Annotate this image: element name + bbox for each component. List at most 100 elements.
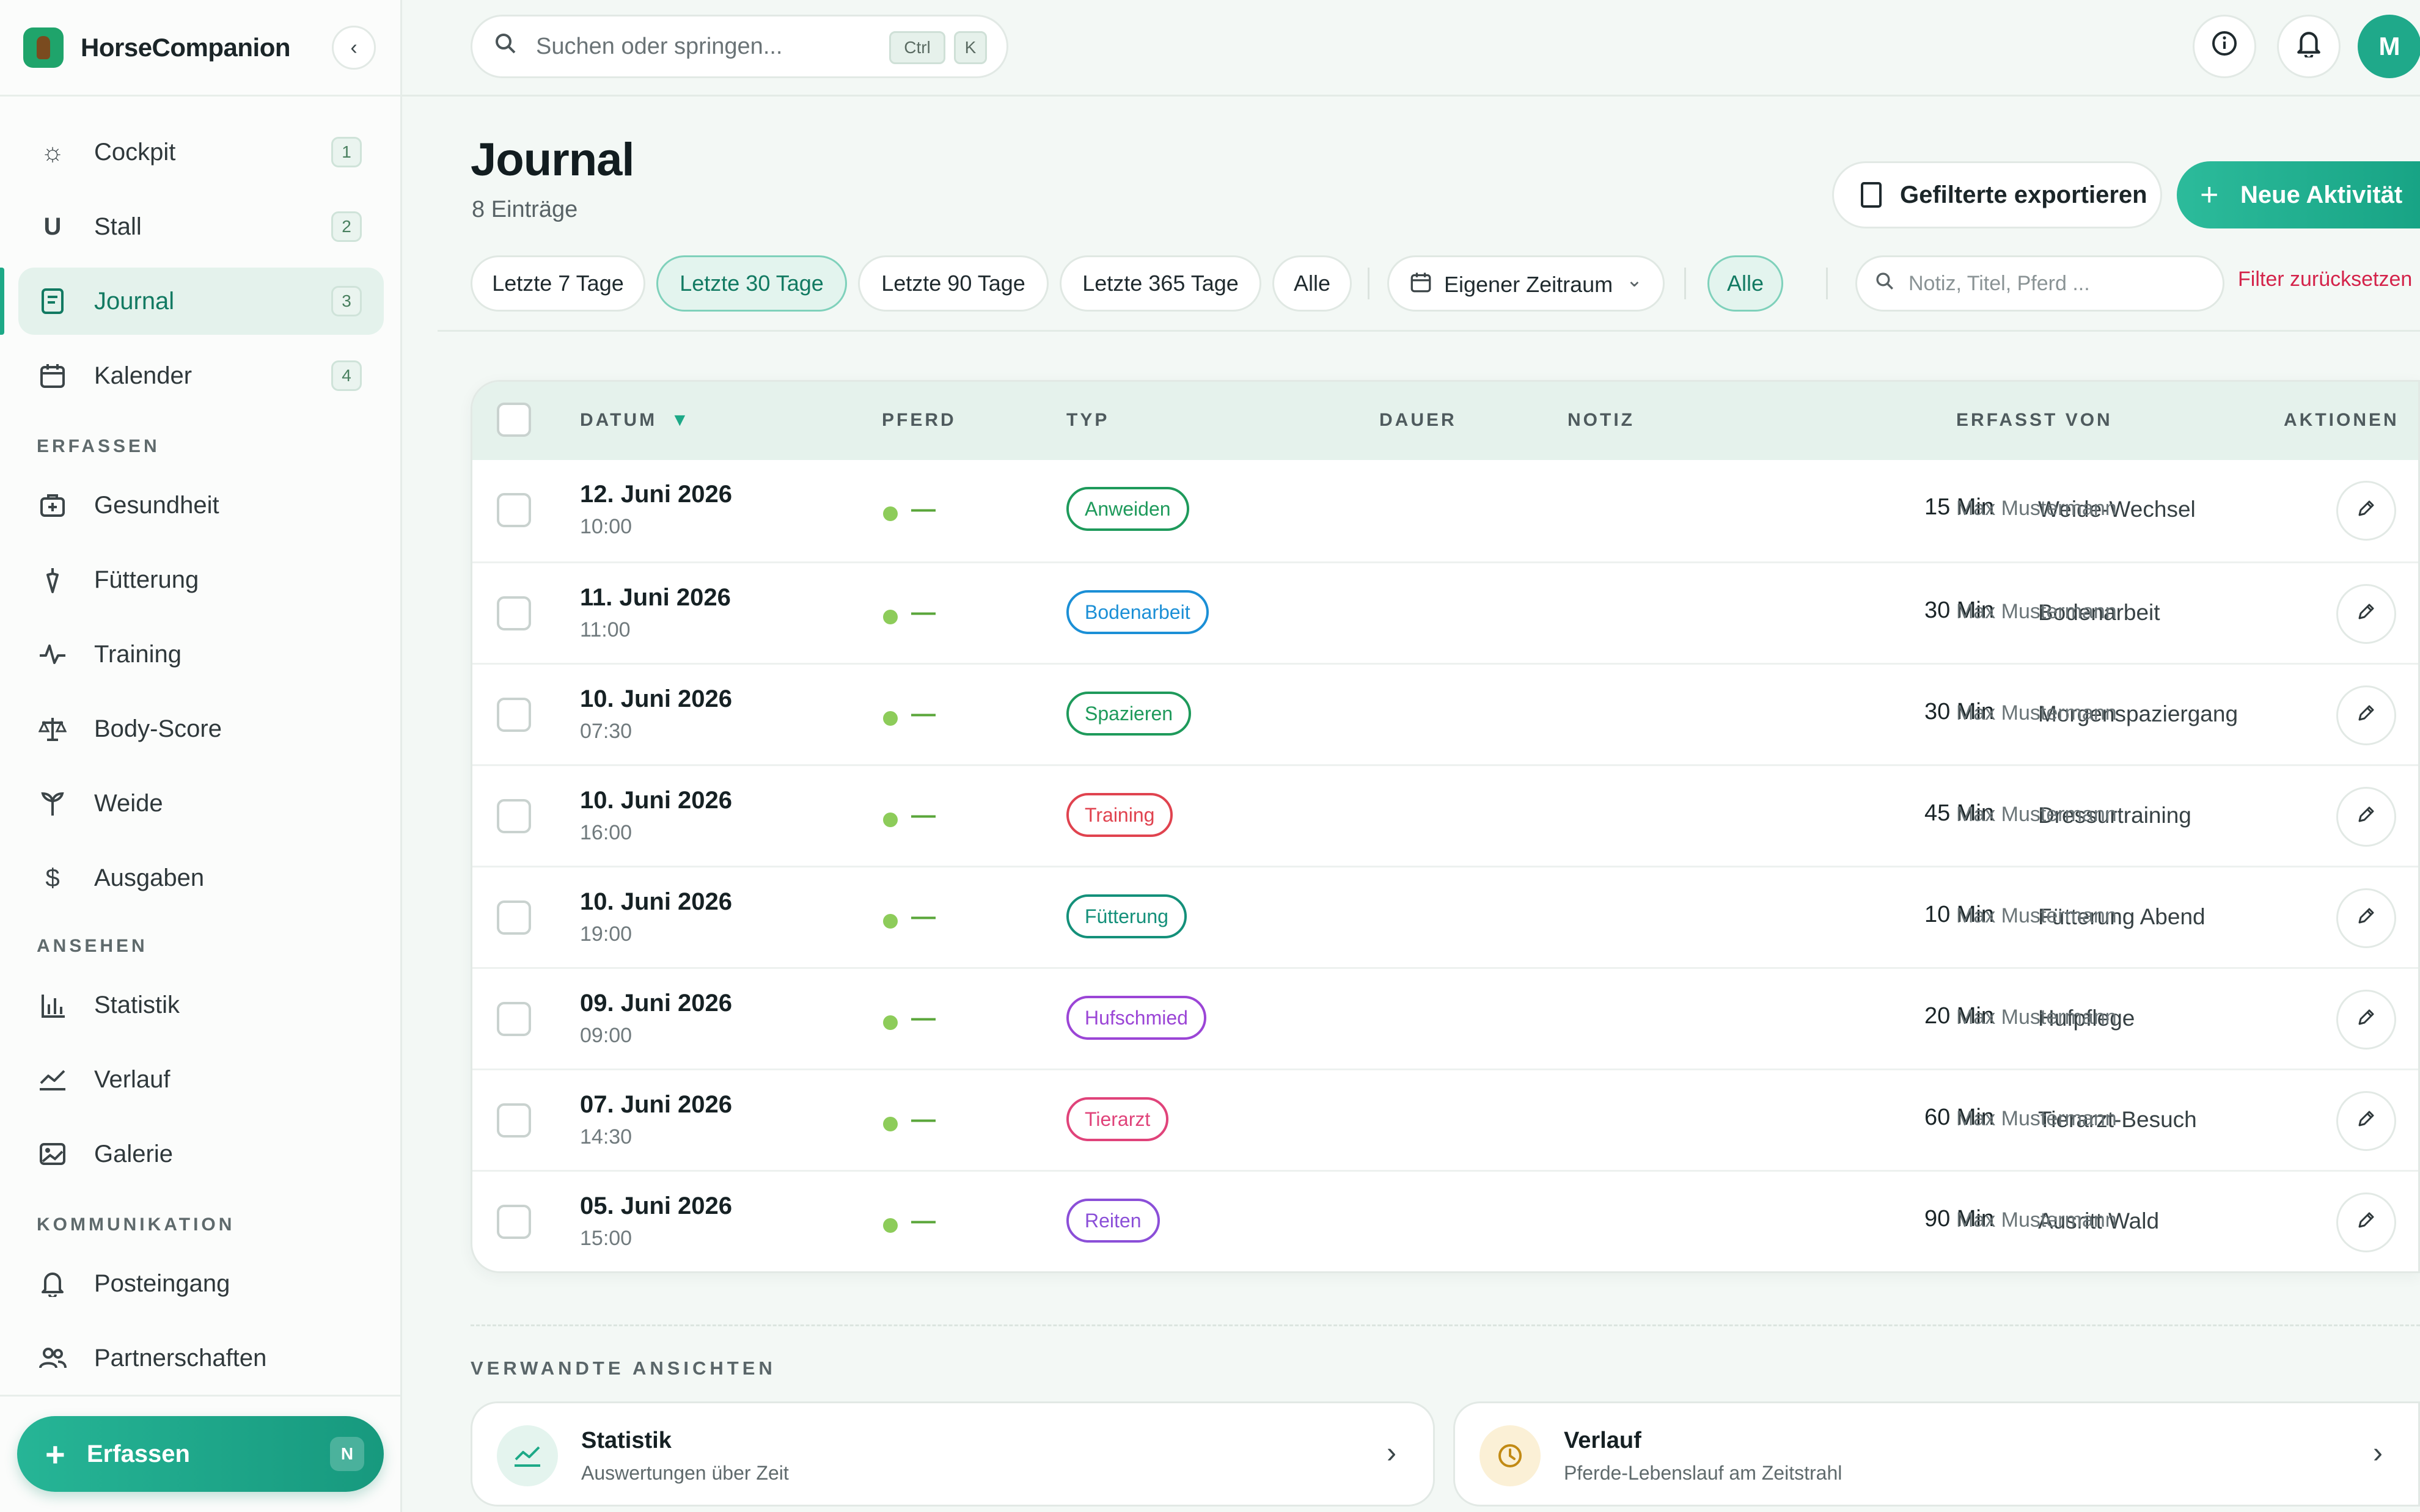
entry-duration: 10 Min xyxy=(1924,902,1994,927)
filter-range-7[interactable]: Letzte 7 Tage xyxy=(471,255,645,312)
sidebar-item-training[interactable]: Training xyxy=(18,621,384,688)
entry-note: Morgenspaziergang xyxy=(2038,701,2238,726)
sidebar-item-label: Ausgaben xyxy=(94,864,205,891)
row-checkbox[interactable] xyxy=(497,493,531,527)
row-checkbox[interactable] xyxy=(497,1002,531,1036)
column-header-typ[interactable]: TYP xyxy=(1066,410,1110,430)
dollar-icon: $ xyxy=(45,863,60,892)
entry-duration: 45 Min xyxy=(1924,800,1994,826)
row-checkbox[interactable] xyxy=(497,900,531,935)
custom-range-dropdown[interactable]: Eigener Zeitraum ⌄ xyxy=(1387,255,1665,312)
pencil-icon xyxy=(2356,1007,2377,1033)
info-button[interactable] xyxy=(2193,15,2256,78)
table-row[interactable]: 10. Juni 2026 07:30 — Spazieren 30 Min Morgen… xyxy=(472,663,2418,764)
edit-entry-button[interactable] xyxy=(2336,787,2396,847)
related-card-verlauf[interactable]: Verlauf Pferde-Lebenslauf am Zeitstrahl … xyxy=(1453,1401,2420,1507)
clock-icon xyxy=(1480,1425,1541,1486)
entry-date: 05. Juni 2026 xyxy=(580,1192,733,1219)
related-card-statistik[interactable]: Statistik Auswertungen über Zeit › xyxy=(471,1401,1435,1507)
entry-date: 10. Juni 2026 xyxy=(580,787,733,814)
users-icon xyxy=(37,1342,68,1374)
row-checkbox[interactable] xyxy=(497,1103,531,1138)
pencil-icon xyxy=(2356,804,2377,830)
brand[interactable]: HorseCompanion xyxy=(23,27,291,68)
erfassen-label: Erfassen xyxy=(87,1440,190,1467)
search-icon xyxy=(1874,271,1895,297)
row-checkbox[interactable] xyxy=(497,799,531,833)
sidebar-item-label: Gesundheit xyxy=(94,491,219,519)
column-header-datum[interactable]: DATUM ▼ xyxy=(580,410,691,431)
table-row[interactable]: 05. Juni 2026 15:00 — Reiten 90 Min Ausritt W… xyxy=(472,1170,2418,1271)
column-header-dauer[interactable]: DAUER xyxy=(1379,410,1457,430)
filter-range-365[interactable]: Letzte 365 Tage xyxy=(1060,255,1261,312)
filter-range-all[interactable]: Alle xyxy=(1272,255,1352,312)
collapse-sidebar-button[interactable]: ‹ xyxy=(332,26,376,70)
table-row[interactable]: 11. Juni 2026 11:00 — Bodenarbeit 30 Min Bode… xyxy=(472,561,2418,663)
table-row[interactable]: 07. Juni 2026 14:30 — Tierarzt 60 Min Tierarz… xyxy=(472,1068,2418,1170)
column-header-pferd[interactable]: PFERD xyxy=(882,410,956,430)
table-row[interactable]: 09. Juni 2026 09:00 — Hufschmied 20 Min Hufpf… xyxy=(472,967,2418,1068)
sidebar-item-gesundheit[interactable]: Gesundheit xyxy=(18,472,384,539)
row-checkbox[interactable] xyxy=(497,698,531,732)
related-card-subtitle: Pferde-Lebenslauf am Zeitstrahl xyxy=(1564,1462,1843,1484)
avatar[interactable]: M xyxy=(2358,15,2420,78)
sidebar-item-journal[interactable]: Journal 3 xyxy=(18,268,384,335)
horse-filter-all[interactable]: Alle xyxy=(1707,255,1783,312)
global-search-input[interactable]: Suchen oder springen... Ctrl K xyxy=(471,15,1008,78)
notifications-button[interactable] xyxy=(2277,15,2341,78)
sidebar-item-label: Training xyxy=(94,640,182,668)
column-header-notiz[interactable]: NOTIZ xyxy=(1568,410,1635,430)
row-checkbox[interactable] xyxy=(497,1205,531,1239)
column-header-erfasst-von[interactable]: ERFASST VON xyxy=(1956,410,2113,430)
sidebar-item-weide[interactable]: Weide xyxy=(18,770,384,837)
export-filtered-button[interactable]: Gefilterte exportieren xyxy=(1832,161,2162,228)
sidebar-item-kalender[interactable]: Kalender 4 xyxy=(18,342,384,409)
entry-author: Max Mustermann xyxy=(1956,1006,2117,1029)
sidebar-item-posteingang[interactable]: Posteingang xyxy=(18,1250,384,1317)
filter-search-input[interactable]: Notiz, Titel, Pferd ... xyxy=(1855,255,2224,312)
app-name: HorseCompanion xyxy=(81,33,291,62)
sidebar-item-stall[interactable]: U Stall 2 xyxy=(18,193,384,260)
sidebar-item-statistik[interactable]: Statistik xyxy=(18,971,384,1039)
table-row[interactable]: 10. Juni 2026 16:00 — Training 45 Min Dressur… xyxy=(472,764,2418,866)
divider xyxy=(402,95,2420,97)
row-checkbox[interactable] xyxy=(497,596,531,630)
edit-entry-button[interactable] xyxy=(2336,1192,2396,1252)
filter-range-90[interactable]: Letzte 90 Tage xyxy=(858,255,1049,312)
edit-entry-button[interactable] xyxy=(2336,685,2396,745)
entry-note: Hufpflege xyxy=(2038,1006,2135,1031)
sidebar-item-cockpit[interactable]: ☼ Cockpit 1 xyxy=(18,119,384,186)
edit-entry-button[interactable] xyxy=(2336,584,2396,644)
table-row[interactable]: 12. Juni 2026 10:00 — Anweiden 15 Min Weide-W… xyxy=(472,460,2418,561)
sun-icon: ☼ xyxy=(40,137,65,166)
edit-entry-button[interactable] xyxy=(2336,481,2396,541)
edit-entry-button[interactable] xyxy=(2336,1091,2396,1151)
divider xyxy=(1684,268,1686,299)
entry-author: Max Mustermann xyxy=(1956,803,2117,826)
sidebar-item-verlauf[interactable]: Verlauf xyxy=(18,1046,384,1113)
chevron-right-icon: › xyxy=(2373,1437,2383,1469)
activity-icon xyxy=(37,638,68,670)
sidebar-item-fuetterung[interactable]: Fütterung xyxy=(18,546,384,613)
entry-time: 07:30 xyxy=(580,720,632,743)
filter-range-30[interactable]: Letzte 30 Tage xyxy=(656,255,847,312)
sidebar-item-ausgaben[interactable]: $ Ausgaben xyxy=(18,844,384,911)
search-icon xyxy=(493,31,518,62)
sidebar-item-partnerschaften[interactable]: Partnerschaften xyxy=(18,1324,384,1392)
search-placeholder: Suchen oder springen... xyxy=(536,33,783,59)
reset-filters-link[interactable]: Filter zurücksetzen xyxy=(2238,268,2413,291)
sidebar-item-label: Journal xyxy=(94,287,175,315)
section-title-kommunikation: KOMMUNIKATION xyxy=(37,1214,235,1235)
sidebar: HorseCompanion ‹ ☼ Cockpit 1 U Stall 2 J… xyxy=(0,0,402,1512)
entry-count: 8 Einträge xyxy=(472,197,578,222)
new-activity-button[interactable]: + Neue Aktivität xyxy=(2177,161,2420,228)
edit-entry-button[interactable] xyxy=(2336,990,2396,1050)
sidebar-item-galerie[interactable]: Galerie xyxy=(18,1120,384,1188)
edit-entry-button[interactable] xyxy=(2336,888,2396,948)
erfassen-button[interactable]: + Erfassen N xyxy=(17,1416,384,1492)
table-row[interactable]: 10. Juni 2026 19:00 — Fütterung 10 Min Fütter… xyxy=(472,866,2418,967)
file-icon xyxy=(1861,182,1882,208)
sidebar-item-body-score[interactable]: Body-Score xyxy=(18,695,384,762)
select-all-checkbox[interactable] xyxy=(497,403,531,437)
type-badge: Bodenarbeit xyxy=(1066,590,1209,634)
